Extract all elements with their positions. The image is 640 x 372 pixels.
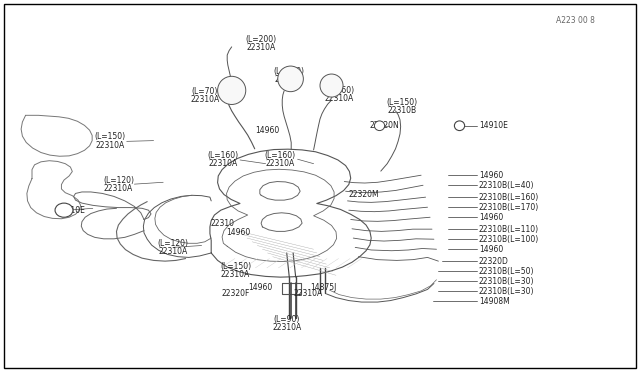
Circle shape: [278, 66, 303, 92]
Circle shape: [218, 76, 246, 105]
Text: 22310A: 22310A: [95, 141, 125, 150]
Text: 22310B: 22310B: [387, 106, 417, 115]
Text: 22310B(L=50): 22310B(L=50): [479, 267, 534, 276]
Text: 22310: 22310: [211, 219, 235, 228]
Text: 22310A: 22310A: [104, 185, 133, 193]
Text: 22310A: 22310A: [272, 323, 301, 332]
Text: 14960: 14960: [226, 228, 250, 237]
Text: (L=160): (L=160): [265, 151, 296, 160]
Text: 22310A: 22310A: [158, 247, 188, 256]
Text: 14908M: 14908M: [479, 297, 509, 306]
Circle shape: [320, 74, 343, 97]
Text: 14960: 14960: [255, 126, 280, 135]
Ellipse shape: [55, 203, 73, 217]
Text: (L=150): (L=150): [387, 98, 417, 107]
Text: (L=160): (L=160): [324, 86, 355, 95]
Text: 22310A: 22310A: [246, 43, 276, 52]
Text: (L=150): (L=150): [95, 132, 125, 141]
Text: 22320M: 22320M: [348, 190, 379, 199]
Text: (L=280): (L=280): [274, 67, 305, 76]
Text: 22310A: 22310A: [324, 94, 354, 103]
Text: 14960: 14960: [248, 283, 273, 292]
Text: 22320D: 22320D: [479, 257, 509, 266]
Text: (L=150): (L=150): [220, 262, 251, 271]
Text: 14910E: 14910E: [56, 206, 85, 215]
Text: 14910E: 14910E: [479, 121, 508, 130]
Text: 22310B(L=160): 22310B(L=160): [479, 193, 539, 202]
Text: (L=70): (L=70): [191, 87, 218, 96]
Text: 14960: 14960: [479, 171, 503, 180]
Text: 22310B(L=170): 22310B(L=170): [479, 203, 539, 212]
Text: 22310B(L=40): 22310B(L=40): [479, 181, 534, 190]
Text: (L=160): (L=160): [207, 151, 238, 160]
Text: 22310A: 22310A: [275, 76, 304, 84]
Text: (L=120): (L=120): [103, 176, 134, 185]
Text: 22320N: 22320N: [369, 121, 399, 130]
Text: 22310B(L=100): 22310B(L=100): [479, 235, 539, 244]
Text: (L=90): (L=90): [273, 315, 300, 324]
Text: 22310B(L=30): 22310B(L=30): [479, 287, 534, 296]
Text: 22310A: 22310A: [266, 159, 295, 168]
Ellipse shape: [374, 121, 385, 131]
Text: 14960: 14960: [479, 245, 503, 254]
Text: 22320F: 22320F: [221, 289, 250, 298]
Text: 22310B(L=110): 22310B(L=110): [479, 225, 539, 234]
Text: 22310A: 22310A: [208, 159, 237, 168]
Text: (L=120): (L=120): [157, 239, 188, 248]
Text: (L=200): (L=200): [246, 35, 276, 44]
Text: 22310A: 22310A: [190, 95, 220, 104]
Ellipse shape: [454, 121, 465, 131]
Text: 22310A: 22310A: [294, 289, 323, 298]
Text: 14875J: 14875J: [310, 283, 337, 292]
Text: A223 00 8: A223 00 8: [556, 16, 595, 25]
Text: 22310B(L=30): 22310B(L=30): [479, 277, 534, 286]
Text: 14960: 14960: [479, 213, 503, 222]
Text: 22310A: 22310A: [221, 270, 250, 279]
